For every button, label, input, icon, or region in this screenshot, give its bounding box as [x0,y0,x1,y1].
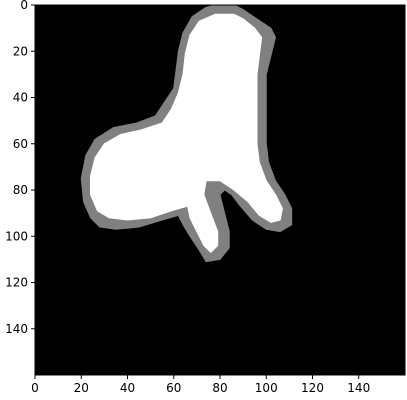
y-tick-label: 80 [13,183,28,197]
x-tick-label: 100 [255,381,278,395]
mask-core [90,13,283,253]
y-tick-label: 120 [5,276,28,290]
x-tick-label: 140 [347,381,370,395]
plot-area [35,4,405,375]
y-tick-label: 20 [13,44,28,58]
y-tick-label: 40 [13,91,28,105]
y-tick-label: 140 [5,322,28,336]
x-tick-label: 60 [166,381,181,395]
y-tick-label: 0 [20,0,28,12]
x-tick-label: 0 [31,381,39,395]
x-tick-label: 120 [301,381,324,395]
x-tick-label: 40 [120,381,135,395]
y-tick-label: 60 [13,137,28,151]
x-tick-label: 80 [212,381,227,395]
axes: 0 20 40 60 80 100 120 140 0 20 40 60 80 100 120 140 [5,0,406,395]
y-tick-label: 100 [5,229,28,243]
x-tick-label: 20 [74,381,89,395]
